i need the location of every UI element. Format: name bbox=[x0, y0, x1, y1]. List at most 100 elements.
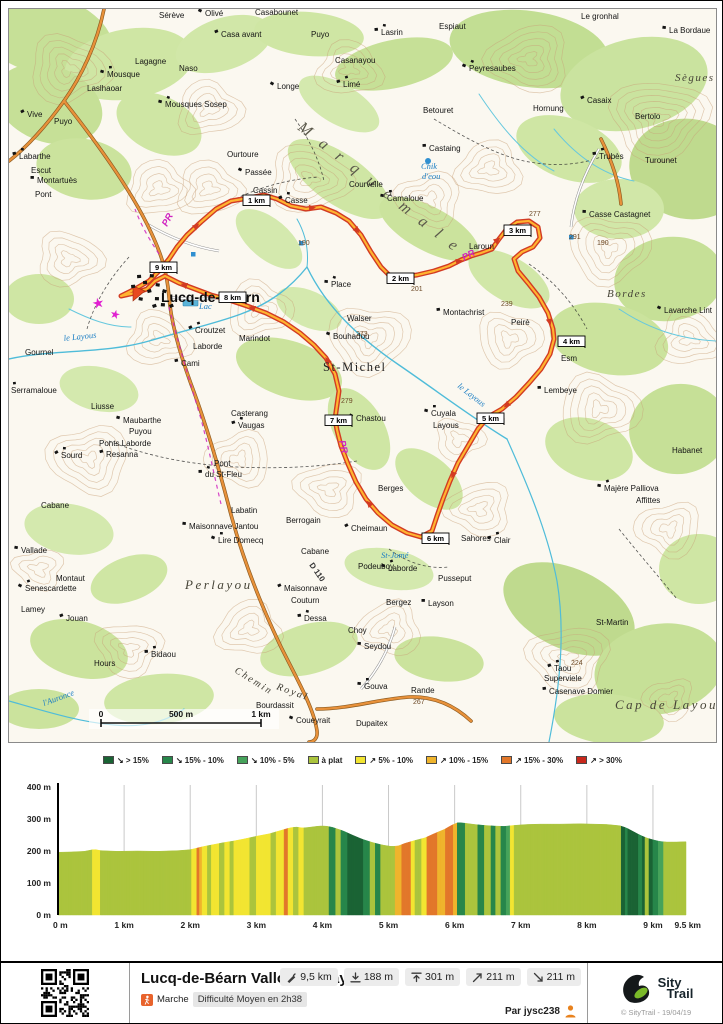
stat-badge: 188 m bbox=[343, 968, 399, 986]
svg-text:5 km: 5 km bbox=[482, 414, 499, 423]
map-label: 224 bbox=[571, 660, 583, 667]
activity-label: Marche bbox=[157, 994, 189, 1005]
pr-waymark-layer bbox=[134, 208, 222, 505]
legend-item: ↗ > 30% bbox=[576, 756, 622, 765]
legend-swatch-icon bbox=[307, 756, 319, 764]
svg-text:9 km: 9 km bbox=[155, 263, 172, 272]
km-marker: 2 km bbox=[386, 272, 415, 285]
map-label: Cami bbox=[181, 359, 200, 368]
map-label: Lavarche Lint bbox=[664, 306, 713, 315]
svg-text:9.5 km: 9.5 km bbox=[675, 920, 702, 930]
map-label: Escut bbox=[31, 166, 52, 175]
footer-bar: Lucq-de-Béarn Vallon du Layous Marche Di… bbox=[1, 961, 722, 1023]
elevation-chart: 400 m 300 m 200 m 100 m 0 m0 m 1 km 2 km 3 km 4 … bbox=[27, 782, 702, 930]
brand-name-top: Sity bbox=[657, 975, 682, 990]
svg-text:7 km: 7 km bbox=[330, 416, 347, 425]
legend-swatch-icon bbox=[161, 756, 173, 764]
map-label: Ponts Laborde bbox=[99, 439, 152, 448]
map-label: Habanet bbox=[672, 446, 703, 455]
map-label: Lasrin bbox=[381, 28, 403, 37]
svg-text:1 km: 1 km bbox=[114, 920, 134, 930]
map-label: Hours bbox=[94, 659, 115, 668]
author-row: Par jysc238 bbox=[505, 1004, 577, 1018]
start-star-icon: ★ bbox=[108, 306, 122, 322]
track-layer bbox=[86, 118, 678, 600]
map-label: Pusseput bbox=[438, 574, 472, 583]
legend-swatch-icon bbox=[576, 756, 588, 764]
route-arrow-icon bbox=[191, 223, 200, 231]
map-label: Limé bbox=[343, 80, 361, 89]
map-label: Cabane bbox=[301, 547, 330, 556]
difficulty-badge: Difficulté Moyen en 2h38 bbox=[192, 992, 308, 1007]
map-label: Cabane bbox=[41, 501, 70, 510]
map-label: Laborde bbox=[388, 564, 418, 573]
legend-swatch-icon bbox=[103, 756, 114, 764]
route-arrow-icon bbox=[545, 318, 553, 326]
map-label: Montaut bbox=[56, 574, 86, 583]
map-label: Mousque bbox=[107, 70, 140, 79]
map-label: Resanna bbox=[106, 450, 139, 459]
km-marker: 1 km bbox=[242, 194, 271, 207]
map-label: Casenave Domier bbox=[549, 687, 613, 696]
map-label: 273 bbox=[356, 331, 368, 338]
map-label: 239 bbox=[501, 301, 513, 308]
copyright: © SityTrail - 19/04/19 bbox=[620, 1008, 692, 1017]
map-label: St-Michel bbox=[323, 360, 387, 374]
map-label: 190 bbox=[597, 240, 609, 247]
sitytrail-brand: Sity Trail © SityTrail - 19/04/19 bbox=[587, 963, 722, 1023]
svg-text:200 m: 200 m bbox=[27, 846, 52, 856]
map-label: Casse Castagnet bbox=[589, 210, 651, 219]
map-label: Sègues bbox=[675, 72, 715, 84]
map-label: St-Martin bbox=[596, 618, 628, 627]
map-label: Marindot bbox=[239, 334, 271, 343]
legend-label: ↗ 15% - 30% bbox=[515, 755, 564, 765]
map-label: Betouret bbox=[423, 106, 454, 115]
map-label: Couturn bbox=[291, 596, 319, 605]
map-label: Mousques Sosep bbox=[165, 100, 227, 109]
hiker-icon bbox=[141, 993, 153, 1006]
stat-value: 301 m bbox=[425, 971, 455, 983]
contour-layer bbox=[9, 24, 716, 723]
map-label: Olivé bbox=[205, 9, 224, 18]
map-label: Espiaut bbox=[439, 22, 466, 31]
stat-badge: 211 m bbox=[526, 968, 581, 986]
map-label: Lac bbox=[198, 301, 212, 311]
map-label: Liusse bbox=[91, 402, 115, 411]
svg-text:100 m: 100 m bbox=[27, 878, 52, 888]
map-label: Superviele bbox=[544, 674, 582, 683]
map-label: le Layous bbox=[63, 330, 97, 343]
legend-label: ↘ > 15% bbox=[117, 755, 149, 765]
map-label: Sérève bbox=[159, 11, 185, 20]
map-label: Dessa bbox=[304, 614, 327, 623]
legend-swatch-icon bbox=[236, 756, 248, 764]
svg-text:6 km: 6 km bbox=[427, 534, 444, 543]
legend-label: ↗ > 30% bbox=[590, 755, 622, 765]
svg-text:300 m: 300 m bbox=[27, 814, 52, 824]
map-label: Layous bbox=[433, 421, 459, 430]
km-marker: 4 km bbox=[557, 335, 586, 348]
map-label: Lembeye bbox=[544, 386, 577, 395]
route-arrow-icon bbox=[366, 500, 374, 509]
route-arrow-icon bbox=[492, 237, 501, 245]
user-icon bbox=[565, 1005, 576, 1018]
map-label: Hornung bbox=[533, 104, 564, 113]
legend-item: ↘ 10% - 5% bbox=[236, 756, 295, 765]
slope-legend: ↘ > 15% ↘ 15% - 10% ↘ 10% - 5% à plat ↗ 5% -… bbox=[1, 753, 722, 767]
stat-value: 211 m bbox=[546, 971, 575, 983]
topo-map: ★ ★ Lucq-de-Béarn St-Michel Perlayou Cap de… bbox=[8, 8, 717, 743]
map-label: Majère Palliova bbox=[604, 484, 659, 493]
svg-text:8 km: 8 km bbox=[224, 293, 241, 302]
legend-swatch-icon bbox=[501, 756, 513, 764]
woodland-layer bbox=[9, 9, 716, 742]
map-label: Puyou bbox=[129, 427, 152, 436]
brand-row: Sity Trail bbox=[588, 971, 722, 1005]
legend-item: ↘ > 15% bbox=[103, 756, 149, 765]
map-label: Naso bbox=[179, 64, 198, 73]
map-label: Puyo bbox=[54, 117, 73, 126]
svg-text:0 m: 0 m bbox=[36, 910, 51, 920]
map-label: Berges bbox=[378, 484, 403, 493]
map-label: Montachrist bbox=[443, 308, 485, 317]
map-label: Jouan bbox=[66, 614, 88, 623]
map-label: Bertolo bbox=[635, 112, 661, 121]
stat-value: 211 m bbox=[486, 971, 515, 983]
